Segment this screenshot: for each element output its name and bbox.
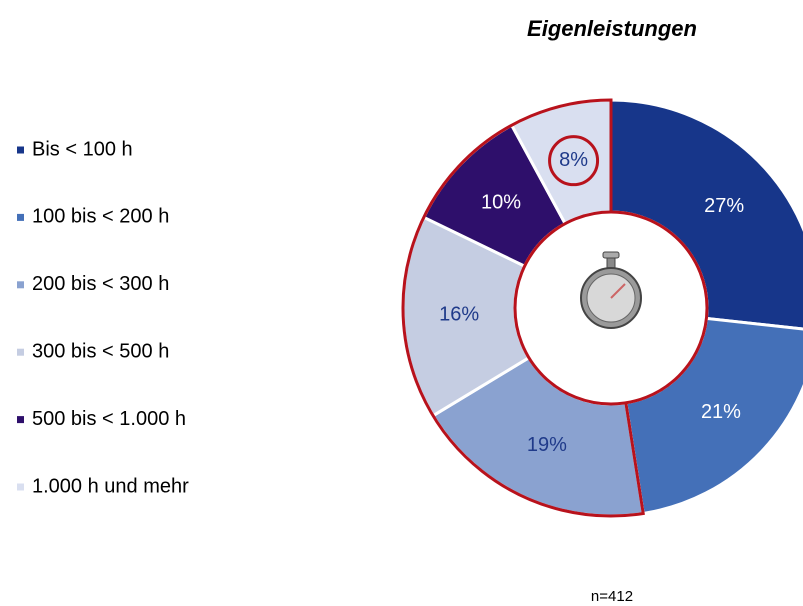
value-label: 19% [527,434,567,456]
value-label: 27% [704,195,744,217]
icon-button [602,251,620,259]
value-label: 8% [559,149,588,171]
legend-label: 1.000 h und mehr [32,475,189,497]
legend-marker [17,348,24,356]
value-label: 16% [439,303,479,325]
legend-marker [17,416,24,424]
highlight-circle [548,135,600,187]
legend-marker [17,213,24,221]
legend-label: 300 bis < 500 h [32,340,169,362]
legend-label: 100 bis < 200 h [32,206,169,228]
highlight-outline [401,98,645,518]
chart-title: Eigenleistungen [527,16,697,41]
legend-label: Bis < 100 h [32,138,133,160]
icon-stem [606,257,616,269]
icon-hand [610,283,626,299]
legend-label: 200 bis < 300 h [32,273,169,295]
legend-label: 500 bis < 1.000 h [32,408,186,430]
value-label: 10% [481,191,521,213]
legend-marker [17,483,24,491]
value-label: 21% [701,401,741,423]
legend-marker [17,146,24,154]
sample-size: n=412 [591,588,633,605]
legend-marker [17,281,24,289]
